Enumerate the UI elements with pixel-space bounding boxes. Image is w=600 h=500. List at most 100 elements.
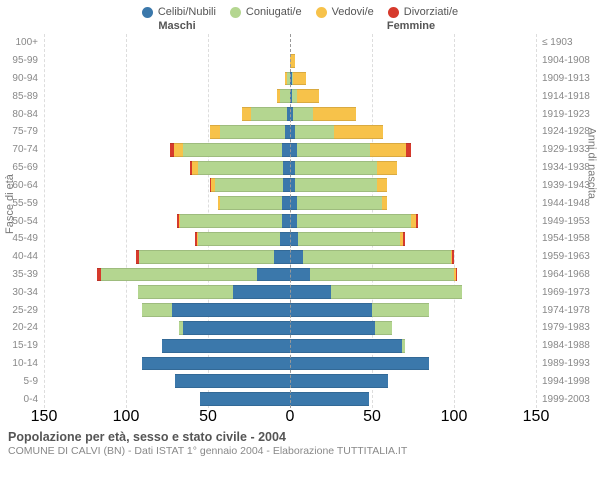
year-label: 1909-1913 [536, 73, 600, 84]
bar-seg-c-m [142, 357, 290, 371]
bar-seg-c-m [282, 214, 290, 228]
bar-seg-c-m [175, 374, 290, 388]
bar-seg-co-m [183, 143, 281, 157]
age-row: 0-4 1999-2003 [0, 390, 600, 408]
bar-male [44, 339, 290, 353]
bar-seg-co-m [251, 107, 287, 121]
bar-seg-d-f [456, 268, 458, 282]
bar-seg-co-m [215, 178, 284, 192]
legend-swatch [388, 7, 399, 18]
bar-female [290, 107, 536, 121]
bar-seg-v-f [297, 89, 320, 103]
year-label: 1944-1948 [536, 198, 600, 209]
year-label: 1924-1928 [536, 126, 600, 137]
bar-female [290, 178, 536, 192]
bar-seg-d-f [403, 232, 405, 246]
age-label: 65-69 [0, 162, 44, 173]
bar-seg-co-m [220, 196, 282, 210]
age-label: 15-19 [0, 340, 44, 351]
bar-seg-v-m [210, 125, 220, 139]
bar-male [44, 321, 290, 335]
age-row: 10-14 1989-1993 [0, 355, 600, 373]
bar-seg-d-f [406, 143, 411, 157]
bar-male [44, 196, 290, 210]
year-label: 1969-1973 [536, 287, 600, 298]
x-tick: 50 [199, 408, 217, 426]
year-label: 1979-1983 [536, 322, 600, 333]
year-label: 1994-1998 [536, 376, 600, 387]
legend-swatch [316, 7, 327, 18]
footer: Popolazione per età, sesso e stato civil… [0, 426, 600, 457]
bar-seg-co-f [295, 178, 377, 192]
bar-seg-c-m [274, 250, 290, 264]
bar-male [44, 72, 290, 86]
bar-female [290, 214, 536, 228]
bar-female [290, 54, 536, 68]
bar-seg-c-m [162, 339, 290, 353]
year-label: 1964-1968 [536, 269, 600, 280]
age-row: 45-49 1954-1958 [0, 230, 600, 248]
legend-label: Celibi/Nubili [158, 6, 216, 18]
bar-female [290, 143, 536, 157]
x-tick: 150 [31, 408, 58, 426]
bar-female [290, 268, 536, 282]
bar-seg-co-f [375, 321, 391, 335]
age-row: 100+ ≤ 1903 [0, 34, 600, 52]
bar-seg-d-f [452, 250, 454, 264]
bar-seg-co-f [297, 143, 371, 157]
age-label: 75-79 [0, 126, 44, 137]
age-label: 30-34 [0, 287, 44, 298]
bar-female [290, 357, 536, 371]
age-label: 5-9 [0, 376, 44, 387]
age-label: 20-24 [0, 322, 44, 333]
bar-male [44, 161, 290, 175]
age-row: 40-44 1959-1963 [0, 248, 600, 266]
bar-seg-v-f [370, 143, 406, 157]
bar-female [290, 374, 536, 388]
age-row: 35-39 1964-1968 [0, 266, 600, 284]
legend-label: Divorziati/e [404, 6, 458, 18]
x-tick: 100 [441, 408, 468, 426]
age-label: 0-4 [0, 394, 44, 405]
bar-seg-co-f [298, 232, 400, 246]
age-row: 75-79 1924-1928 [0, 123, 600, 141]
age-label: 60-64 [0, 180, 44, 191]
bar-seg-c-f [290, 250, 303, 264]
bar-seg-c-f [290, 339, 402, 353]
bar-seg-v-m [174, 143, 184, 157]
bar-seg-d-f [416, 214, 418, 228]
legend-item: Divorziati/e [388, 6, 458, 18]
bar-seg-co-f [402, 339, 405, 353]
bar-female [290, 321, 536, 335]
bar-female [290, 232, 536, 246]
bar-male [44, 268, 290, 282]
chart-subtitle: COMUNE DI CALVI (BN) - Dati ISTAT 1° gen… [8, 445, 592, 457]
age-label: 100+ [0, 37, 44, 48]
bar-seg-co-m [198, 232, 280, 246]
age-row: 30-34 1969-1973 [0, 283, 600, 301]
age-row: 95-99 1904-1908 [0, 52, 600, 70]
bar-seg-v-f [382, 196, 387, 210]
bar-female [290, 161, 536, 175]
bar-male [44, 143, 290, 157]
year-label: 1904-1908 [536, 55, 600, 66]
bar-seg-v-f [334, 125, 383, 139]
bar-seg-co-f [295, 125, 334, 139]
year-label: 1939-1943 [536, 180, 600, 191]
chart-title: Popolazione per età, sesso e stato civil… [8, 430, 592, 444]
bar-male [44, 125, 290, 139]
bar-seg-c-f [290, 232, 298, 246]
x-tick: 50 [363, 408, 381, 426]
age-row: 70-74 1929-1933 [0, 141, 600, 159]
bar-female [290, 89, 536, 103]
bar-seg-c-f [290, 303, 372, 317]
year-label: 1949-1953 [536, 216, 600, 227]
header-femmine: Femmine [294, 20, 528, 32]
bar-female [290, 196, 536, 210]
bar-seg-c-f [290, 321, 375, 335]
header-maschi: Maschi [60, 20, 294, 32]
bar-female [290, 339, 536, 353]
bar-male [44, 178, 290, 192]
bar-seg-c-f [290, 268, 310, 282]
year-label: 1974-1978 [536, 305, 600, 316]
